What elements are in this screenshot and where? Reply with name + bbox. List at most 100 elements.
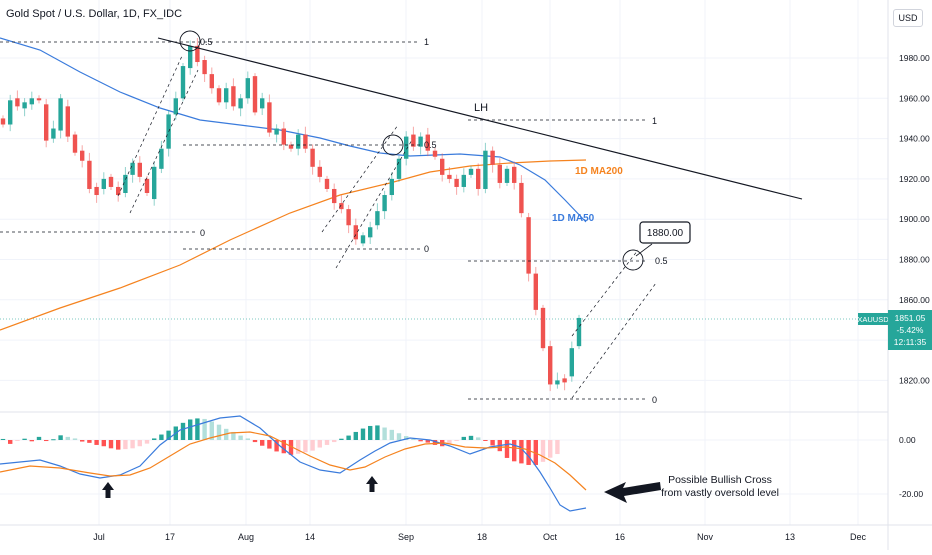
macd-histogram-bar — [353, 431, 358, 440]
price-tag-value: 1851.05 — [895, 313, 926, 323]
price-tick-label: 1860.00 — [899, 295, 930, 305]
candle-body — [188, 45, 193, 69]
macd-histogram-bar — [252, 440, 258, 443]
macd-histogram-bar — [476, 437, 481, 440]
target-label: 1880.00 — [647, 228, 684, 239]
candle-body — [101, 178, 106, 189]
macd-histogram-bar — [51, 439, 56, 441]
macd-histogram-bar — [166, 430, 171, 440]
time-tick-label: Dec — [850, 532, 867, 542]
macd-histogram-bar — [231, 431, 236, 440]
macd-histogram-bar — [116, 440, 121, 450]
channel-line — [335, 139, 413, 269]
macd-histogram-bar — [483, 440, 488, 441]
macd-histogram-bar — [123, 440, 128, 450]
candle-body — [245, 78, 250, 99]
signal-line — [0, 431, 587, 491]
macd-histogram-bar — [324, 440, 330, 445]
macd-histogram-bar — [303, 440, 308, 453]
macd-histogram-bar — [526, 440, 531, 465]
candle-body — [72, 134, 78, 153]
macd-histogram-bar — [296, 440, 301, 454]
macd-histogram-bar — [65, 436, 70, 440]
candle-body — [202, 60, 207, 75]
candle-body — [144, 178, 150, 194]
candle-body — [432, 150, 438, 157]
candle-body — [180, 66, 186, 99]
candle-body — [224, 88, 229, 103]
candle-body — [94, 186, 99, 196]
candle-body — [447, 174, 452, 179]
macd-histogram-bar — [360, 428, 366, 440]
macd-histogram-bar — [8, 440, 13, 444]
candle-body — [533, 273, 538, 310]
macd-histogram-bar — [108, 440, 114, 449]
candle-body — [346, 209, 351, 226]
candle-body — [404, 136, 409, 159]
macd-histogram-bar — [22, 438, 27, 440]
bullish-cross-label: Possible Bullish Cross — [668, 474, 772, 486]
macd-histogram-bar — [281, 440, 286, 454]
candle-body — [0, 118, 6, 125]
macd-histogram-bar — [238, 435, 243, 440]
macd-histogram-bar — [310, 440, 315, 451]
macd-histogram-bar — [202, 418, 207, 440]
macd-histogram-bar — [540, 440, 546, 462]
candle-body — [490, 150, 495, 165]
candle-body — [209, 74, 214, 89]
candle-body — [382, 195, 387, 212]
ma200-label: 1D MA200 — [575, 166, 623, 177]
macd-histogram-bar — [188, 419, 193, 440]
target-pointer — [635, 243, 653, 257]
candle-body — [195, 45, 200, 63]
ma200-line — [0, 159, 587, 331]
macd-histogram-bar — [454, 440, 459, 441]
price-tick-label: 1980.00 — [899, 53, 930, 63]
macd-histogram-bar — [519, 440, 524, 464]
candle-body — [22, 102, 27, 109]
candle-body — [519, 182, 524, 214]
channel-line — [571, 249, 639, 337]
macd-histogram-bar — [548, 440, 553, 458]
macd-histogram-bar — [152, 438, 157, 440]
ma50-line — [0, 37, 587, 223]
candle-body — [303, 134, 308, 149]
fib-label: 0.5 — [200, 37, 213, 47]
candle-body — [15, 98, 20, 107]
fib-label: 1 — [652, 116, 657, 126]
macd-histogram-bar — [404, 436, 409, 440]
macd-histogram-bar — [209, 421, 214, 440]
candle-body — [576, 317, 582, 347]
price-tick-label: 1820.00 — [899, 375, 930, 385]
currency-button[interactable]: USD — [893, 9, 923, 27]
symbol-label: XAUUSD — [857, 315, 889, 324]
candle-body — [461, 174, 466, 187]
time-tick-label: 14 — [305, 532, 315, 542]
macd-histogram-bar — [44, 440, 49, 442]
candle-body — [569, 348, 574, 377]
up-arrow-icon — [366, 476, 378, 492]
macd-histogram-bar — [195, 418, 200, 440]
macd-histogram-bar — [94, 440, 99, 445]
candle-body — [418, 136, 423, 147]
time-tick-label: Sep — [398, 532, 414, 542]
macd-histogram-bar — [159, 434, 164, 440]
price-tick-label: 1960.00 — [899, 93, 930, 103]
ma50-label: 1D MA50 — [552, 213, 595, 224]
candle-body — [440, 158, 445, 175]
highlight-circle — [179, 30, 201, 52]
candle-body — [425, 134, 430, 151]
price-tick-label: 1920.00 — [899, 174, 930, 184]
macd-histogram-bar — [72, 438, 78, 440]
candle-body — [411, 134, 416, 147]
candle-body — [310, 148, 315, 167]
chart-title: Gold Spot / U.S. Dollar, 1D, FX_IDC — [6, 8, 183, 20]
candle-body — [130, 162, 135, 175]
price-tick-label: 1940.00 — [899, 134, 930, 144]
candle-body — [324, 178, 330, 189]
candle-body — [8, 100, 13, 125]
candle-body — [332, 188, 337, 204]
fib-label: 0 — [424, 244, 429, 254]
